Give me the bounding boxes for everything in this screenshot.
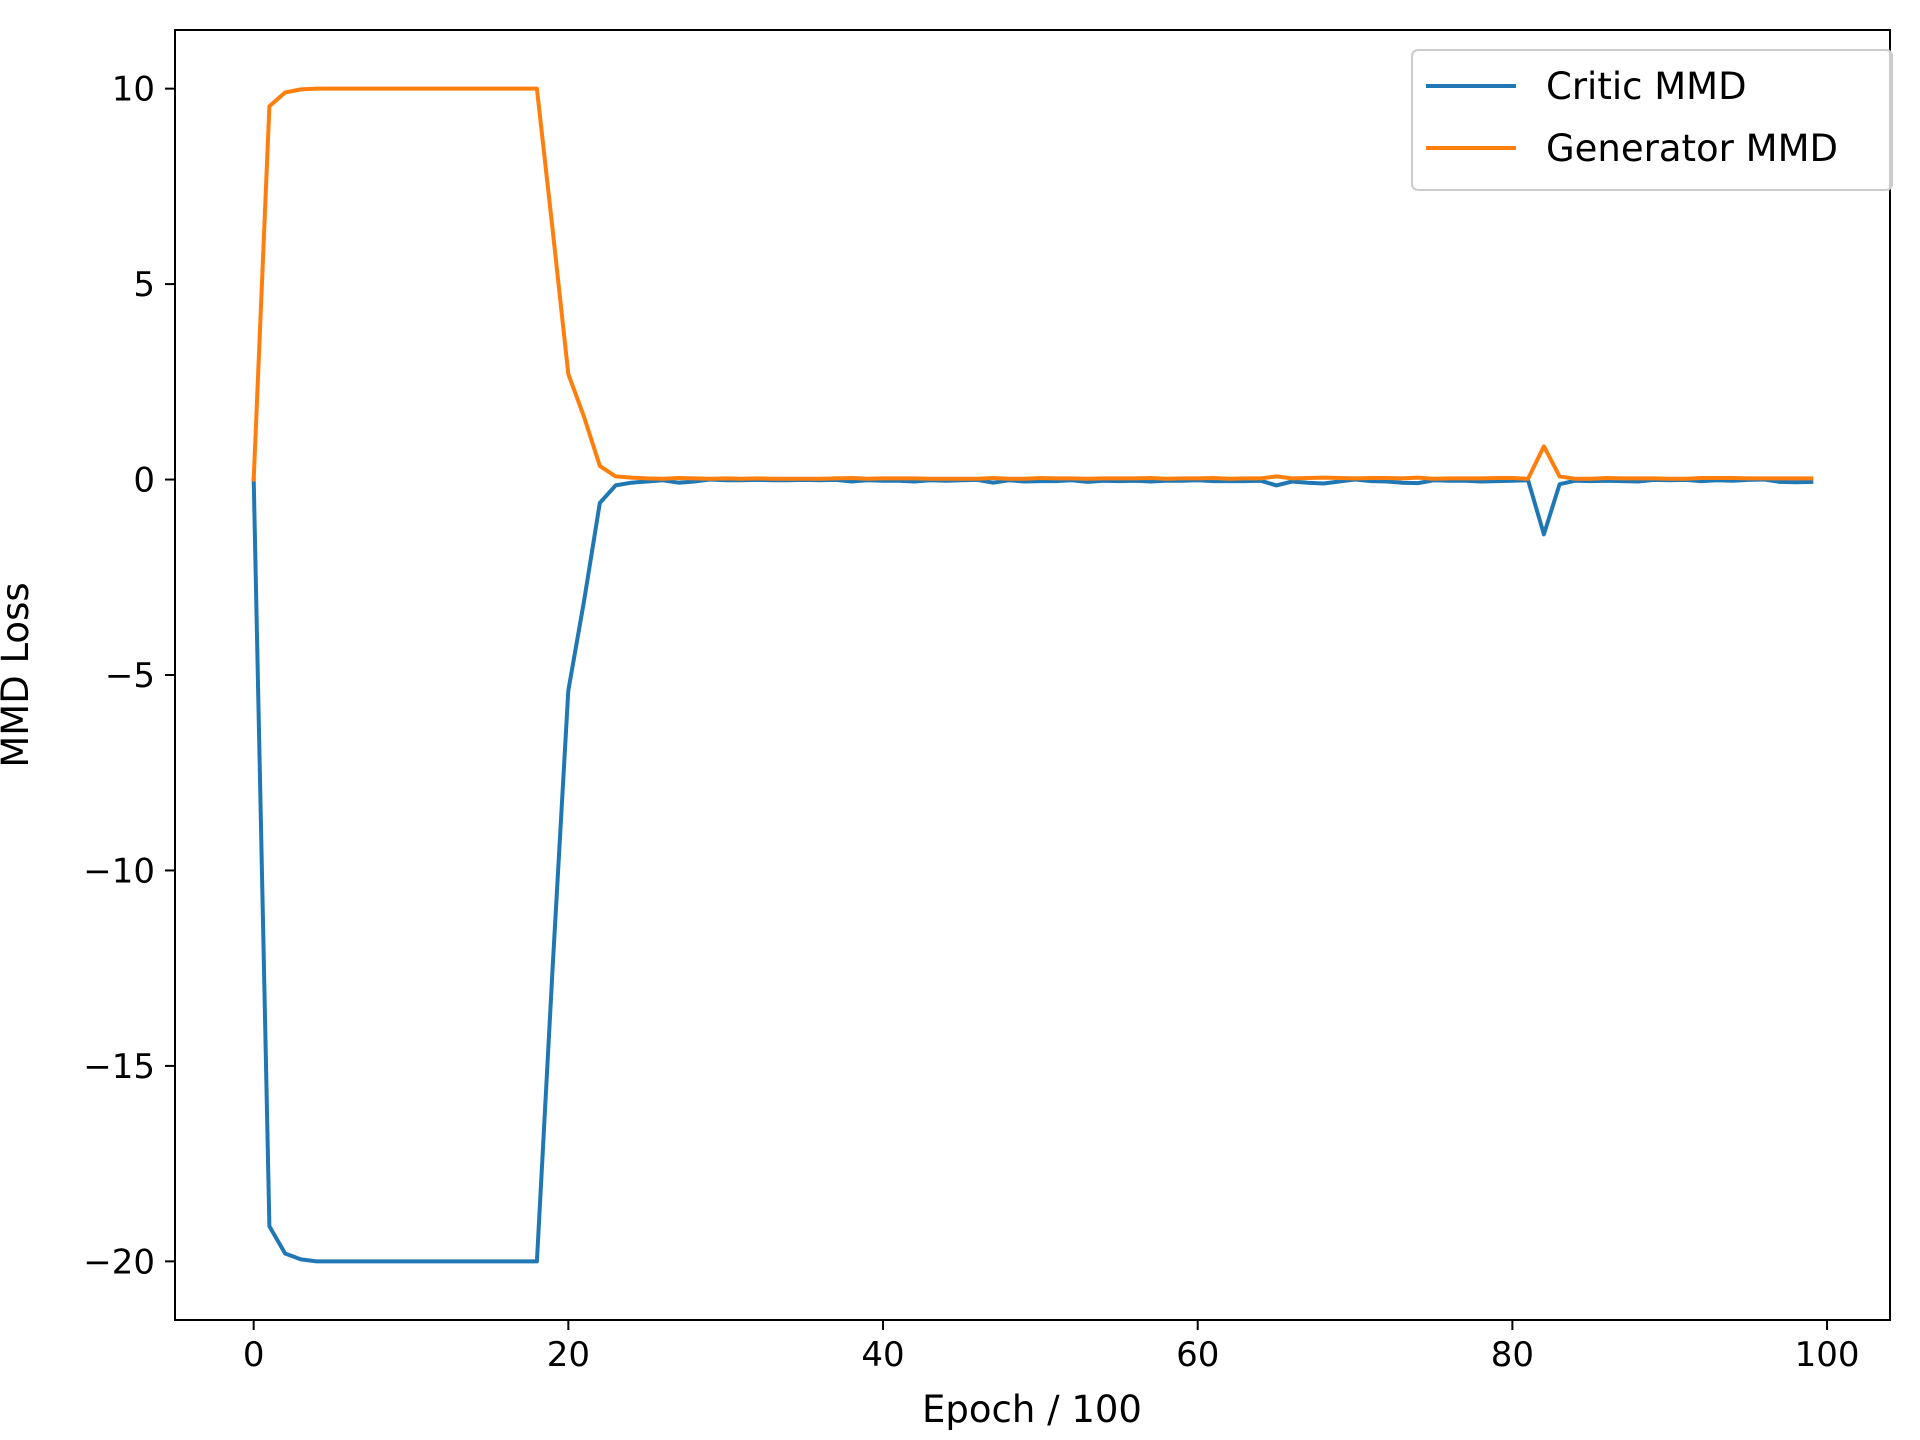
series-layer [251,86,1814,1264]
x-tick-label: 0 [243,1335,265,1375]
legend-label-0: Critic MMD [1546,65,1747,108]
x-tick-label: 40 [861,1335,904,1375]
x-tick-label: 100 [1795,1335,1860,1375]
y-tick-label: −5 [105,656,155,696]
y-axis-ticks: 10 5 0 −5 −10 −15 −20 [83,70,175,1282]
y-axis-label: MMD Loss [0,582,37,767]
series-line-0 [251,477,1814,1264]
y-tick-label: −20 [83,1242,155,1282]
y-tick-label: 5 [133,265,155,305]
series-line-1 [251,86,1814,482]
y-tick-label: −10 [83,851,155,891]
y-tick-label: 0 [133,461,155,501]
x-tick-label: 20 [547,1335,590,1375]
x-axis-label: Epoch / 100 [922,1388,1142,1431]
x-axis-ticks: 0 20 40 60 80 100 [243,1320,1860,1375]
legend-box [1411,49,1893,191]
y-tick-label: 10 [112,70,155,110]
legend-label-1: Generator MMD [1546,127,1838,170]
legend: Critic MMD Generator MMD [1411,49,1893,191]
x-tick-label: 60 [1176,1335,1219,1375]
x-tick-label: 80 [1491,1335,1534,1375]
y-tick-label: −15 [83,1047,155,1087]
